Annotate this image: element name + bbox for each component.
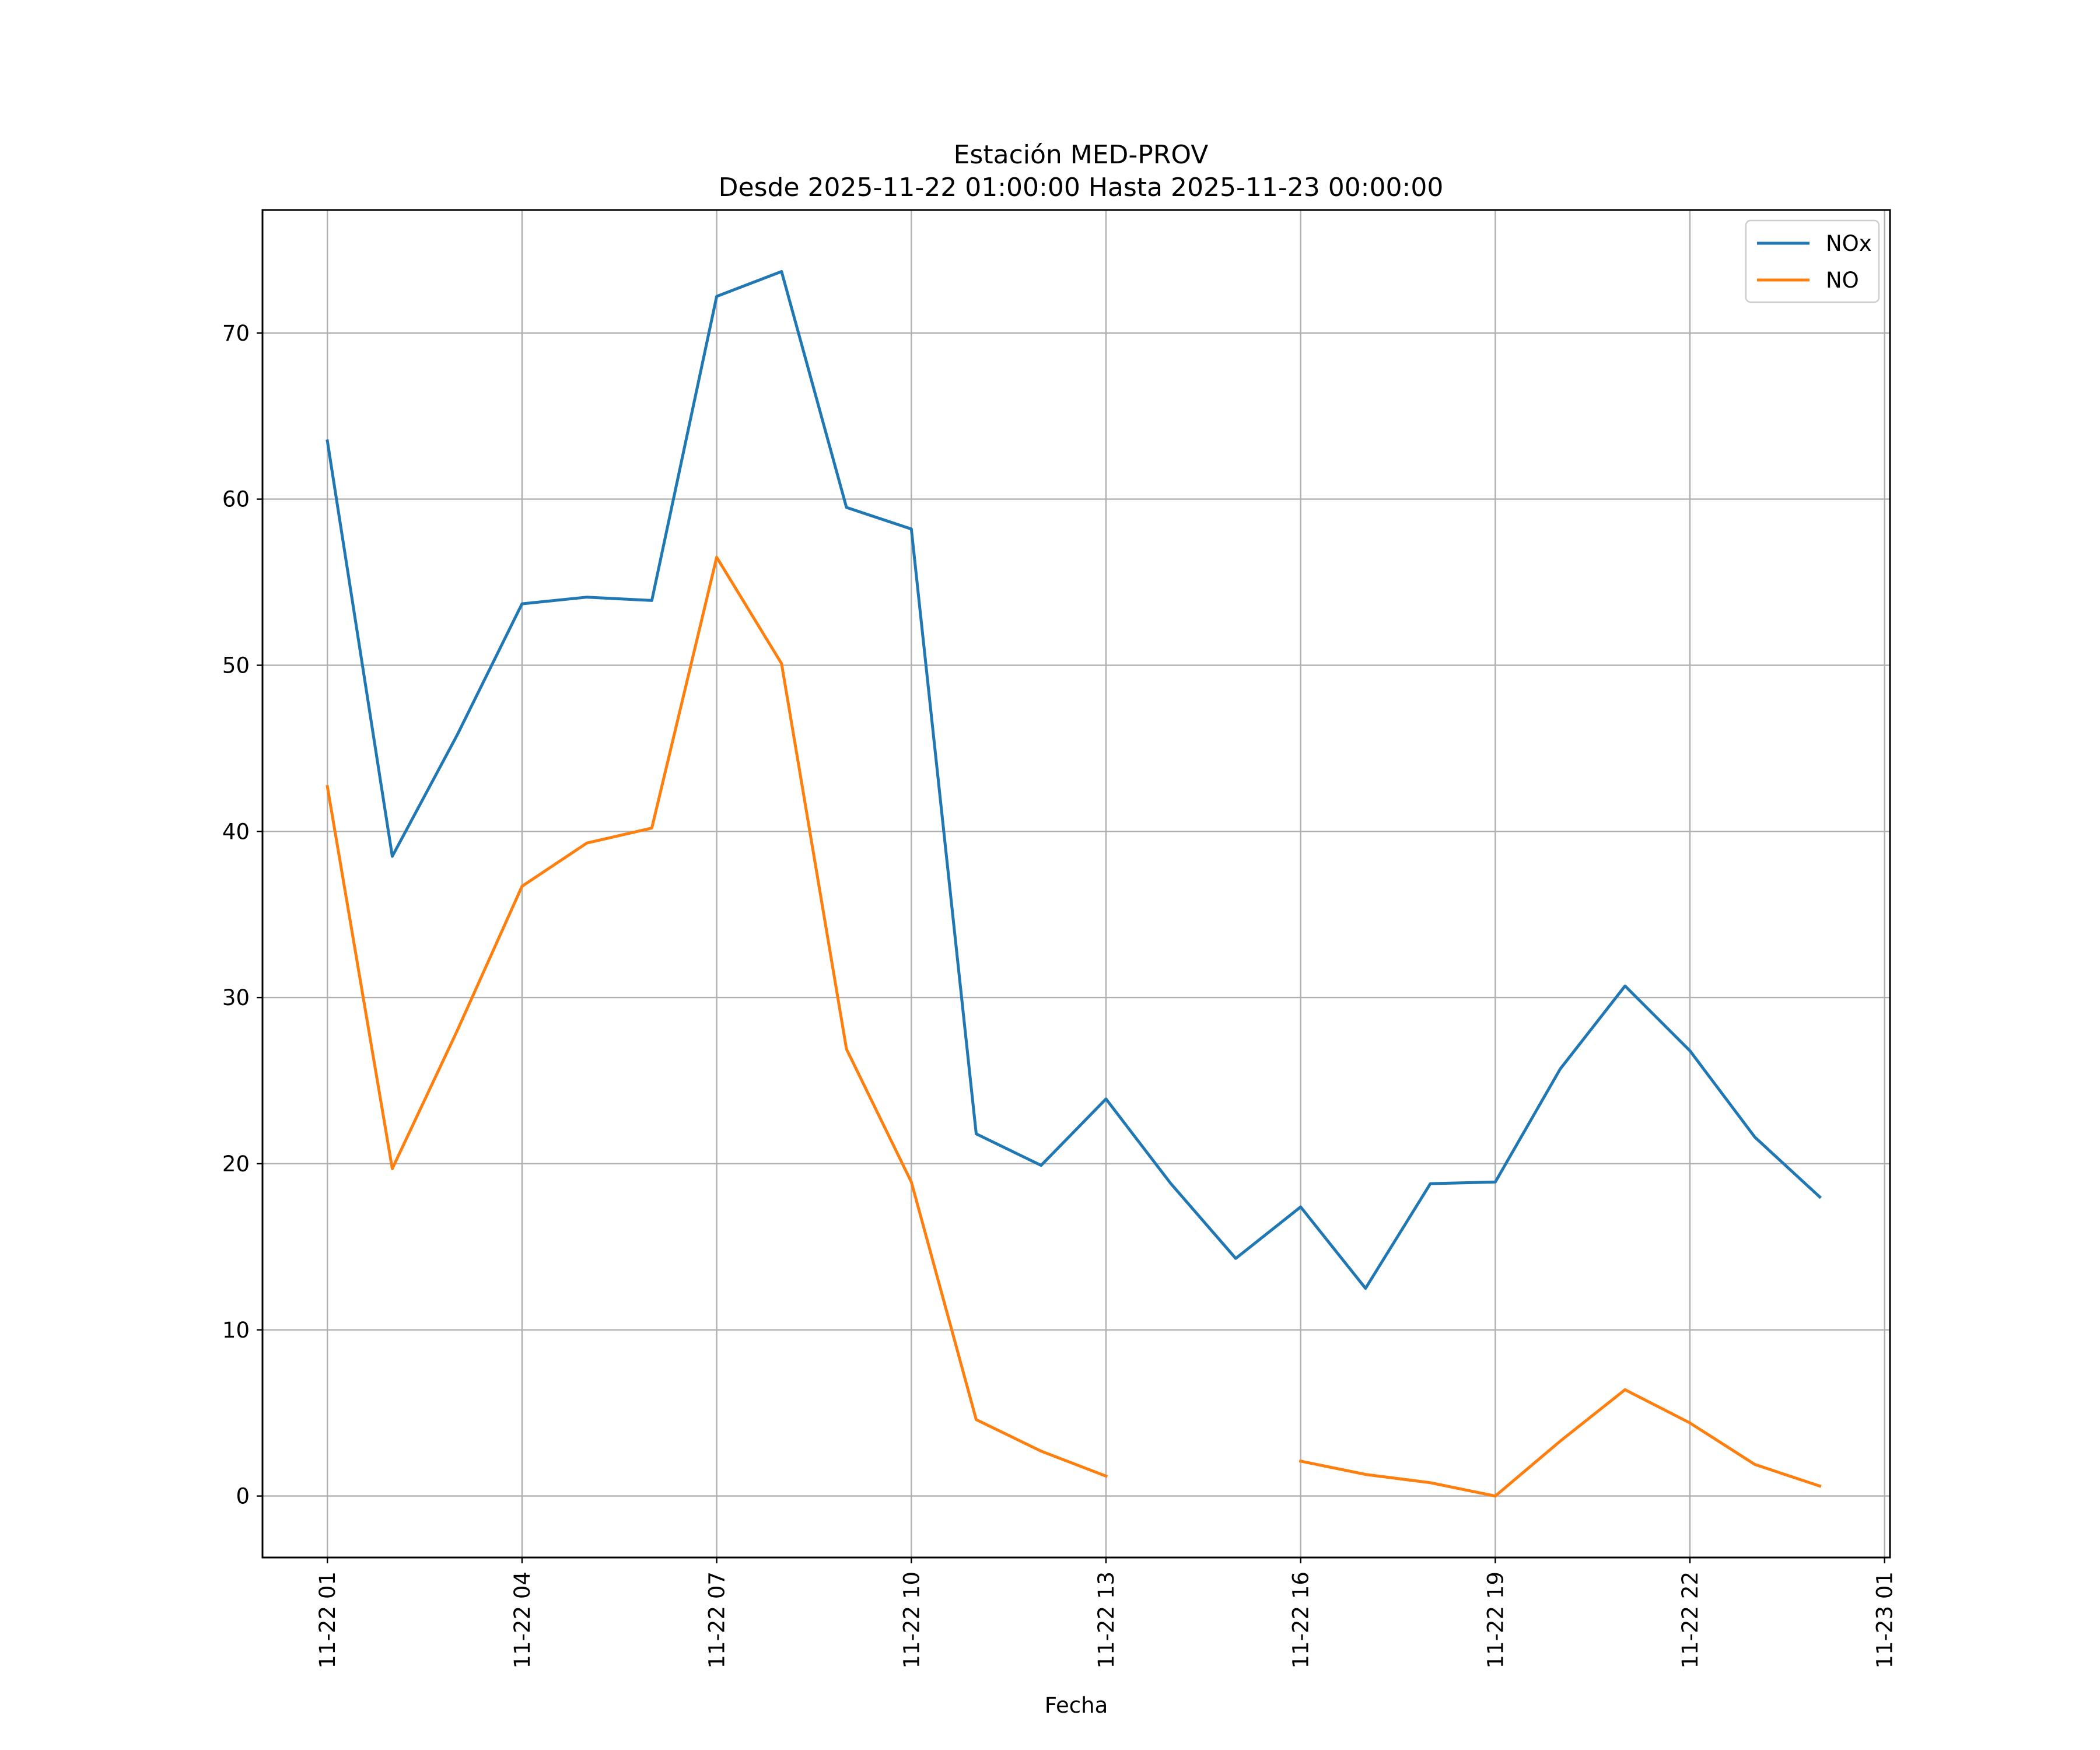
- x-tick-label: 11-22 04: [510, 1572, 535, 1668]
- y-tick-label: 10: [222, 1318, 250, 1343]
- legend-label-nox: NOx: [1826, 231, 1872, 256]
- series-line-no: [326, 555, 1822, 1498]
- y-tick-label: 0: [236, 1484, 250, 1509]
- chart-title: Estación MED-PROV: [954, 140, 1209, 170]
- y-tick-label: 40: [222, 819, 250, 844]
- grid: [262, 210, 1890, 1558]
- y-tick-label: 60: [222, 487, 250, 512]
- x-tick-label: 11-22 01: [315, 1572, 340, 1668]
- plot-series: [326, 270, 1822, 1498]
- legend: NOx NO: [1745, 219, 1880, 303]
- y-tick-label: 50: [222, 653, 250, 678]
- y-tick-label: 30: [222, 985, 250, 1010]
- x-axis-ticks: 11-22 01 11-22 04 11-22 07 11-22 10 11-22 13…: [315, 1558, 1898, 1668]
- series-no: [326, 555, 1822, 1498]
- y-axis-ticks: 0 10 20 30 40 50 60 70: [222, 321, 262, 1509]
- x-tick-label: 11-22 22: [1678, 1572, 1703, 1668]
- x-tick-label: 11-23 01: [1873, 1572, 1898, 1668]
- y-tick-label: 20: [222, 1152, 250, 1177]
- legend-box: [1745, 219, 1880, 303]
- series-line-nox: [326, 270, 1822, 1290]
- x-tick-label: 11-22 16: [1289, 1572, 1314, 1668]
- legend-label-no: NO: [1826, 268, 1859, 293]
- x-tick-label: 11-22 19: [1483, 1572, 1508, 1668]
- x-tick-label: 11-22 07: [705, 1572, 730, 1668]
- chart-subtitle: Desde 2025-11-22 01:00:00 Hasta 2025-11-…: [719, 173, 1444, 202]
- x-axis-label: Fecha: [1045, 1693, 1108, 1718]
- x-tick-label: 11-22 13: [1094, 1572, 1119, 1668]
- plot-frame: [261, 209, 1891, 1559]
- y-tick-label: 70: [222, 321, 250, 346]
- series-nox: [326, 270, 1822, 1290]
- x-tick-label: 11-22 10: [899, 1572, 924, 1668]
